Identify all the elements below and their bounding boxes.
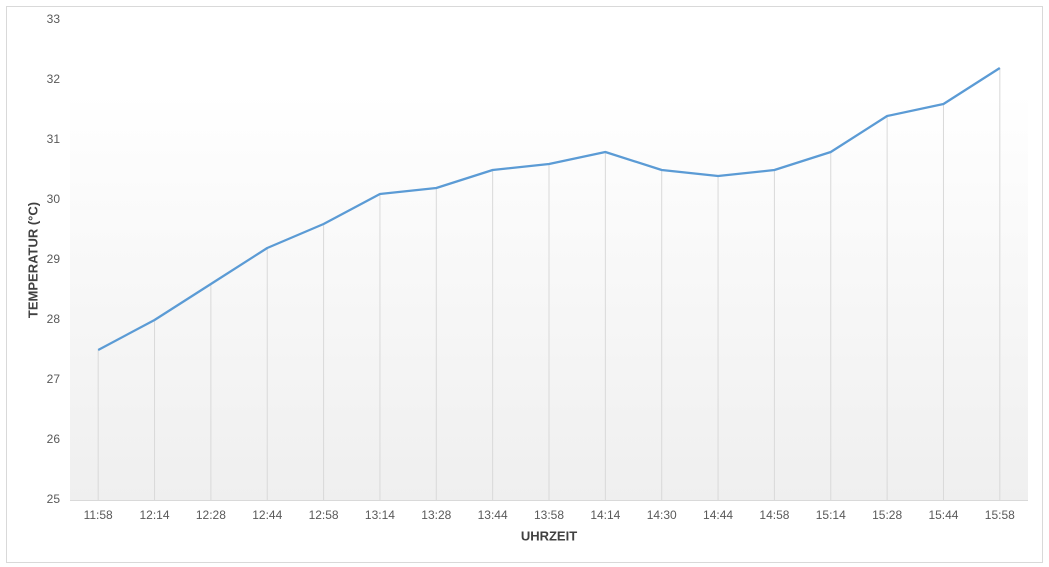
x-tick-label: 15:58 <box>985 508 1015 522</box>
x-tick-label: 12:44 <box>252 508 282 522</box>
x-tick-label: 13:44 <box>478 508 508 522</box>
y-tick-label: 28 <box>47 312 61 326</box>
x-tick-label: 14:58 <box>759 508 789 522</box>
data-line <box>97 67 1001 351</box>
x-tick-label: 14:14 <box>590 508 620 522</box>
x-tick-label: 13:28 <box>421 508 451 522</box>
y-tick-label: 25 <box>47 492 61 506</box>
x-tick-label: 13:14 <box>365 508 395 522</box>
y-tick-label: 30 <box>47 192 61 206</box>
x-tick-label: 12:58 <box>309 508 339 522</box>
x-axis-title: UHRZEIT <box>521 528 577 543</box>
x-tick-label: 12:14 <box>140 508 170 522</box>
x-tick-label: 15:14 <box>816 508 846 522</box>
x-tick-label: 12:28 <box>196 508 226 522</box>
y-tick-label: 27 <box>47 372 61 386</box>
x-tick-label: 15:28 <box>872 508 902 522</box>
x-tick-label: 15:44 <box>928 508 958 522</box>
y-tick-label: 29 <box>47 252 61 266</box>
y-axis-title: TEMPERATUR (°C) <box>25 202 40 318</box>
y-tick-label: 26 <box>47 432 61 446</box>
x-tick-label: 13:58 <box>534 508 564 522</box>
y-tick-label: 33 <box>47 12 61 26</box>
x-tick-label: 14:44 <box>703 508 733 522</box>
y-tick-label: 32 <box>47 72 61 86</box>
y-tick-label: 31 <box>47 132 61 146</box>
x-tick-label: 14:30 <box>647 508 677 522</box>
x-tick-label: 11:58 <box>84 508 113 522</box>
